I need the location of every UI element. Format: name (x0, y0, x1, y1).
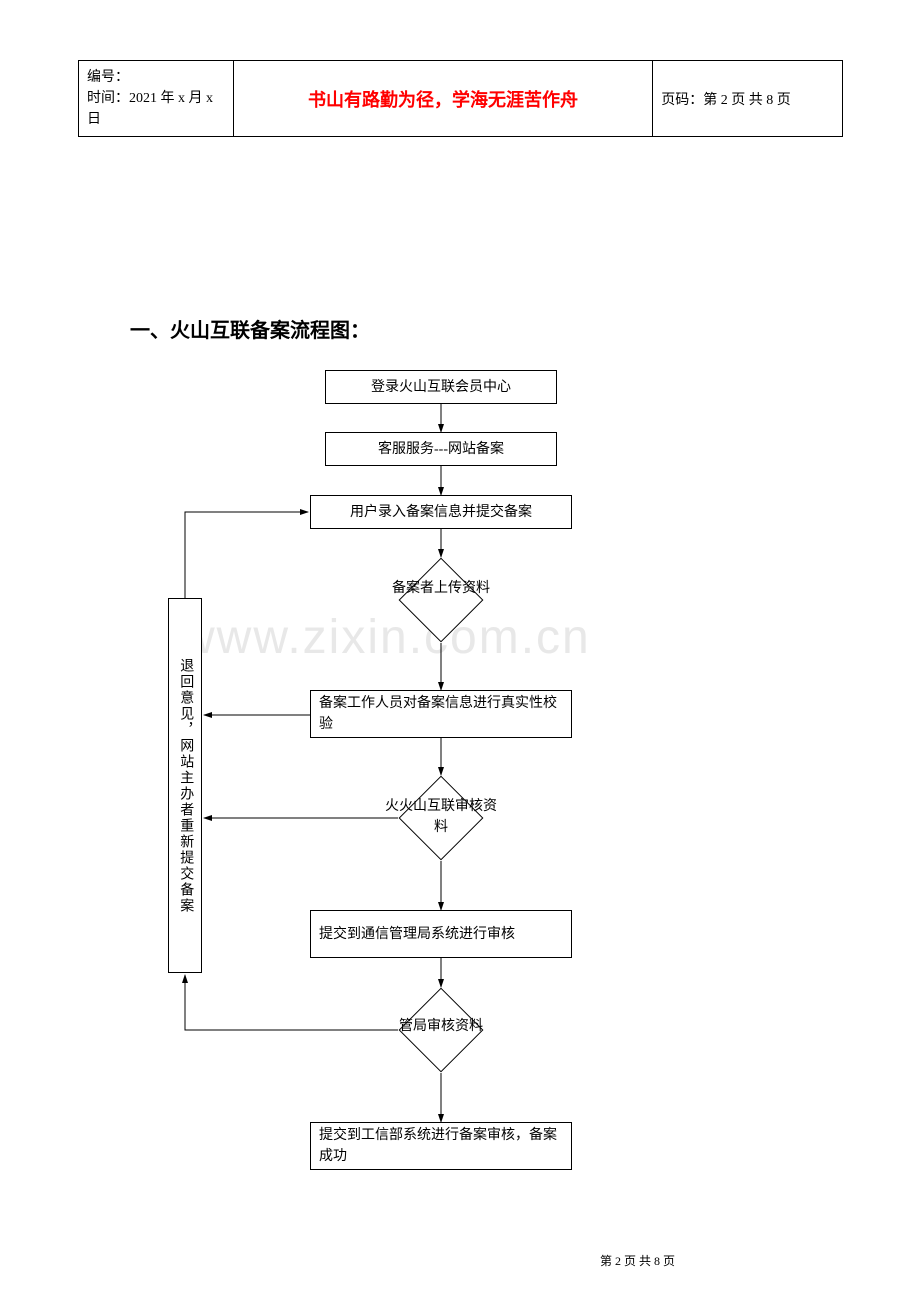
header-table: 编号： 时间：2021 年 x 月 x 日 书山有路勤为径，学海无涯苦作舟 页码… (78, 60, 843, 137)
node-login: 登录火山互联会员中心 (325, 370, 557, 404)
node-miit: 提交到工信部系统进行备案审核，备案成功 (310, 1122, 572, 1170)
time-label: 时间：2021 年 x 月 x 日 (87, 91, 213, 127)
node-service: 客服服务---网站备案 (325, 432, 557, 466)
node-input: 用户录入备案信息并提交备案 (310, 495, 572, 529)
node-bureau-submit: 提交到通信管理局系统进行审核 (310, 910, 572, 958)
node-reject-side: 退回意见，网站主办者重新提交备案 (168, 598, 202, 973)
node-verify: 备案工作人员对备案信息进行真实性校验 (310, 690, 572, 738)
header-page: 页码：第 2 页 共 8 页 (653, 61, 843, 137)
node-huoshan-label: 火火山互联审核资料 (381, 796, 501, 838)
header-motto: 书山有路勤为径，学海无涯苦作舟 (233, 61, 652, 137)
page-footer: 第 2 页 共 8 页 (600, 1252, 675, 1269)
node-upload (399, 558, 483, 642)
node-upload-label: 备案者上传资料 (381, 578, 501, 599)
section-title: 一、火山互联备案流程图： (130, 314, 370, 343)
header-meta: 编号： 时间：2021 年 x 月 x 日 (79, 61, 234, 137)
serial-label: 编号： (87, 70, 129, 85)
node-bureau-label: 管局审核资料 (381, 1016, 501, 1037)
